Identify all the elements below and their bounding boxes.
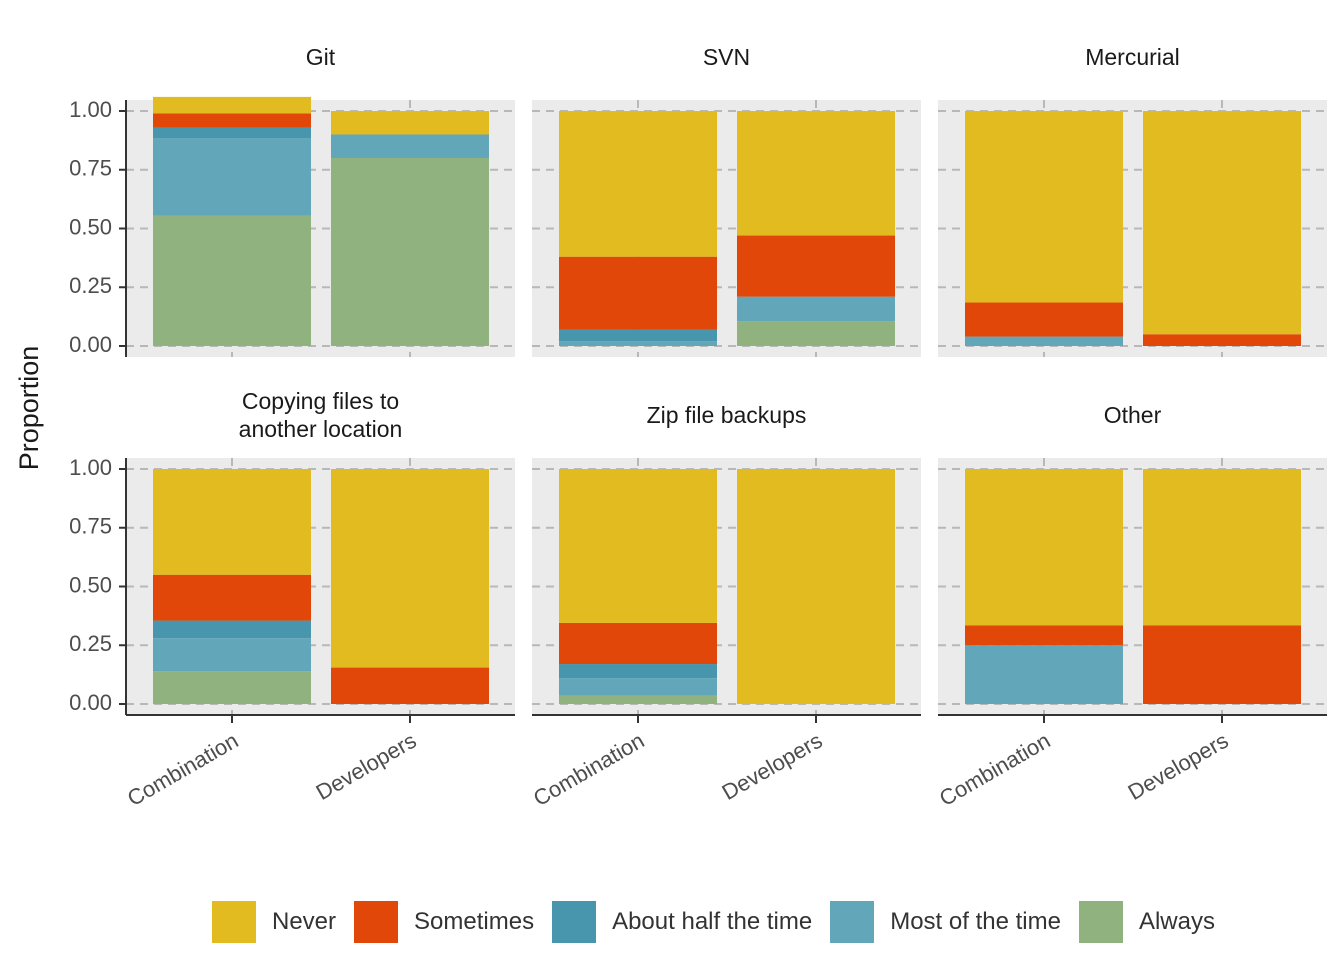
legend-swatch-always [1078, 901, 1123, 943]
panel-title-mercurial: Mercurial [1085, 44, 1180, 70]
bar-segment-git-combination-most-of-the-time [153, 138, 311, 216]
x-tick-label: Combination [529, 728, 648, 811]
bar-segment-copying-files-to-another-location-combination-never [153, 469, 311, 575]
legend-swatch-sometimes [354, 901, 399, 943]
bar-segment-copying-files-to-another-location-combination-always [153, 671, 311, 704]
y-tick-label: 0.00 [69, 332, 112, 357]
bar-segment-git-combination-sometimes [153, 113, 311, 128]
legend-swatch-most [830, 901, 875, 943]
legend-label-always: Always [1138, 908, 1215, 935]
bar-segment-copying-files-to-another-location-combination-about-half-the-time [153, 620, 311, 639]
bar-segment-other-combination-never [965, 469, 1123, 626]
y-tick-label: 1.00 [69, 97, 112, 122]
y-tick-label: 0.25 [69, 273, 112, 298]
bar-segment-other-combination-most-of-the-time [965, 645, 1123, 704]
x-tick-label: Combination [123, 728, 242, 811]
bar-segment-svn-developers-always [737, 321, 895, 346]
bar-segment-mercurial-developers-sometimes [1143, 334, 1301, 346]
legend-label-sometimes: Sometimes [414, 908, 535, 935]
bar-segment-zip-file-backups-combination-most-of-the-time [559, 678, 717, 696]
bar-segment-mercurial-combination-most-of-the-time [965, 336, 1123, 346]
panel-title-line: Zip file backups [647, 402, 807, 428]
y-tick-label: 0.75 [69, 514, 112, 539]
bar-segment-zip-file-backups-combination-about-half-the-time [559, 664, 717, 679]
bar-segment-svn-developers-sometimes [737, 235, 895, 297]
legend-item-most: Most of the time [830, 901, 1061, 943]
bar-segment-svn-combination-about-half-the-time [559, 329, 717, 342]
legend-swatch-never [212, 901, 256, 943]
panel-title-line: another location [239, 416, 403, 442]
bar-segment-mercurial-developers-never [1143, 111, 1301, 335]
panel-title-line: Git [306, 44, 336, 70]
bar-segment-zip-file-backups-combination-never [559, 469, 717, 623]
bar-segment-git-developers-always [331, 158, 489, 346]
legend-item-sometimes: Sometimes [354, 901, 534, 943]
legend-label-most: Most of the time [890, 908, 1061, 935]
bar-segment-zip-file-backups-combination-always [559, 695, 717, 704]
x-tick-label: Developers [312, 728, 421, 805]
bar-segment-copying-files-to-another-location-combination-sometimes [153, 574, 311, 621]
bar-segment-svn-developers-most-of-the-time [737, 296, 895, 322]
panel-title-line: Other [1104, 402, 1162, 428]
legend-label-never: Never [272, 908, 337, 935]
panel-title-line: Copying files to [242, 388, 399, 414]
bar-segment-svn-combination-never [559, 111, 717, 257]
bar-segment-git-combination-about-half-the-time [153, 127, 311, 139]
bar-segment-svn-combination-most-of-the-time [559, 341, 717, 346]
y-tick-label: 0.50 [69, 214, 112, 239]
legend: Never Sometimes About half the time Most… [212, 900, 1233, 944]
panel-title-other: Other [1104, 402, 1162, 428]
bar-segment-zip-file-backups-developers-never [737, 469, 895, 704]
bar-segment-copying-files-to-another-location-developers-never [331, 469, 489, 668]
bar-segment-svn-developers-never [737, 111, 895, 236]
panel-title-line: SVN [703, 44, 750, 70]
bar-segment-git-combination-never [153, 96, 311, 114]
legend-swatch-about-half [552, 901, 597, 943]
bar-segment-other-combination-sometimes [965, 625, 1123, 646]
bar-segment-zip-file-backups-combination-sometimes [559, 622, 717, 665]
x-tick-label: Developers [1124, 728, 1233, 805]
y-tick-label: 1.00 [69, 455, 112, 480]
bar-segment-other-developers-sometimes [1143, 625, 1301, 704]
y-tick-label: 0.50 [69, 572, 112, 597]
bar-segment-git-combination-always [153, 215, 311, 346]
panel-title-line: Mercurial [1085, 44, 1180, 70]
panel-title-copying-files-to-another-location: Copying files to another location [239, 388, 403, 442]
bar-segment-git-developers-most-of-the-time [331, 134, 489, 158]
bar-segment-git-developers-never [331, 111, 489, 135]
bar-segment-mercurial-combination-sometimes [965, 302, 1123, 337]
bar-segment-copying-files-to-another-location-combination-most-of-the-time [153, 638, 311, 672]
legend-item-never: Never [212, 901, 336, 943]
x-tick-label: Developers [718, 728, 827, 805]
y-tick-label: 0.00 [69, 690, 112, 715]
panel-title-svn: SVN [703, 44, 750, 70]
panel-title-zip-file-backups: Zip file backups [647, 402, 807, 428]
bar-segment-mercurial-combination-never [965, 111, 1123, 303]
x-tick-label: Combination [935, 728, 1054, 811]
bar-segment-svn-combination-sometimes [559, 256, 717, 330]
bar-segment-copying-files-to-another-location-developers-sometimes [331, 667, 489, 704]
y-tick-label: 0.25 [69, 631, 112, 656]
legend-item-about-half: About half the time [552, 901, 812, 943]
legend-label-about-half: About half the time [612, 908, 813, 935]
y-tick-label: 0.75 [69, 156, 112, 181]
bar-segment-other-developers-never [1143, 469, 1301, 626]
legend-item-always: Always [1078, 901, 1215, 943]
panel-title-git: Git [306, 44, 336, 70]
y-axis-label: Proportion [14, 346, 44, 471]
